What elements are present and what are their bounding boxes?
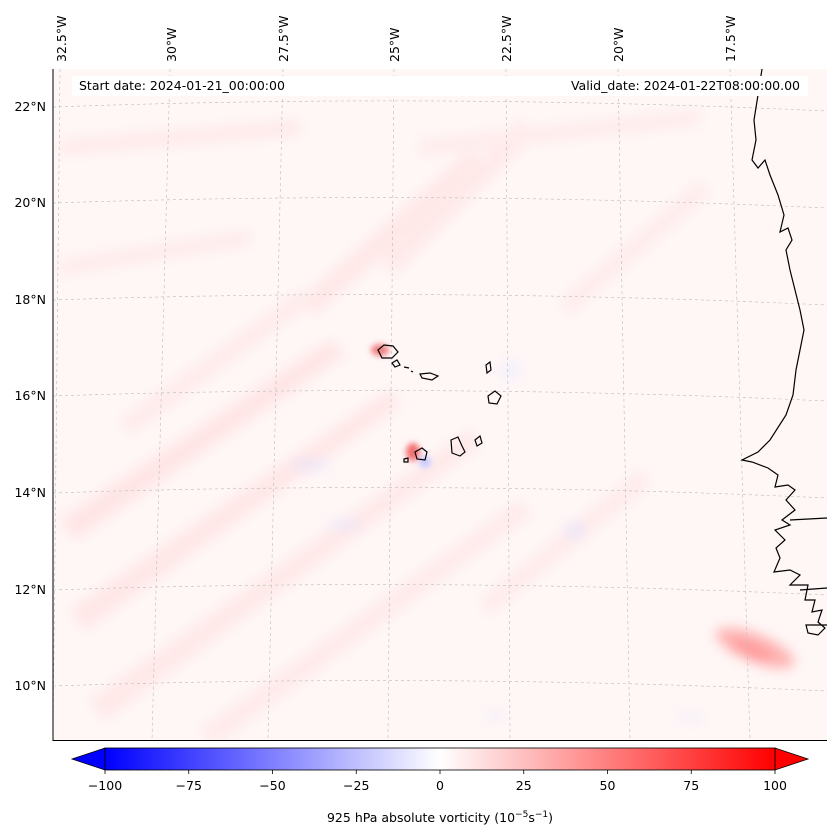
lon-label: 32.5°W	[54, 16, 69, 62]
lat-label: 14°N	[14, 485, 46, 500]
lat-label: 22°N	[14, 99, 46, 114]
lat-label: 10°N	[14, 678, 46, 693]
lat-label: 18°N	[14, 292, 46, 307]
lat-label: 20°N	[14, 195, 46, 210]
vorticity-field	[53, 69, 827, 740]
colorbar-tick-label: 25	[516, 778, 532, 793]
colorbar-tick-label: −50	[259, 778, 285, 793]
lon-label: 30°W	[164, 27, 179, 62]
start-date-label: Start date: 2024-01-21_00:00:00	[79, 78, 285, 93]
lon-label: 27.5°W	[276, 16, 291, 62]
lat-label: 12°N	[14, 582, 46, 597]
colorbar-tick-label: −75	[176, 778, 202, 793]
graticule	[53, 69, 827, 740]
colorbar-extend-min	[70, 747, 106, 771]
colorbar-tick-label: 75	[683, 778, 699, 793]
africa-coastline	[740, 69, 827, 636]
lon-label: 25°W	[387, 27, 402, 62]
date-info-box: Start date: 2024-01-21_00:00:00 Valid_da…	[72, 76, 808, 96]
colorbar-extend-max	[774, 747, 810, 771]
lon-label: 17.5°W	[723, 16, 738, 62]
colorbar-tick-label: 50	[600, 778, 616, 793]
colorbar-label: 925 hPa absolute vorticity (10−5s−1)	[327, 810, 553, 825]
colorbar-tick-label: 100	[763, 778, 787, 793]
lon-label: 22.5°W	[499, 16, 514, 62]
colorbar-tick-label: 0	[436, 778, 444, 793]
longitude-labels: 32.5°W 30°W 27.5°W 25°W 22.5°W 20°W 17.5…	[54, 16, 738, 62]
latitude-labels: 22°N 20°N 18°N 16°N 14°N 12°N 10°N	[14, 99, 46, 693]
lat-label: 16°N	[14, 388, 46, 403]
lon-label: 20°W	[611, 27, 626, 62]
cape-verde-islands	[377, 344, 502, 463]
colorbar: −100 −75 −50 −25 0 25 50 75 100 925 hPa …	[70, 747, 810, 825]
colorbar-tick-label: −100	[88, 778, 122, 793]
colorbar-gradient	[104, 747, 776, 771]
valid-date-label: Valid_date: 2024-01-22T08:00:00.00	[570, 78, 800, 93]
colorbar-tick-label: −25	[343, 778, 369, 793]
